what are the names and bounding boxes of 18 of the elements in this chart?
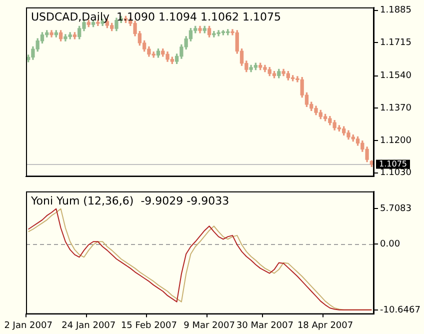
x-tick-label: 9 Mar 2007 — [184, 320, 235, 331]
chart-title: Yoni Yum (12,36,6) -9.9029 -9.9033 — [30, 194, 230, 208]
y-tick-label: 1.1715 — [380, 38, 412, 48]
y-tick-label: -10.6467 — [380, 305, 420, 316]
y-tick-label: 1.1200 — [380, 136, 412, 146]
x-tick-label: 18 Apr 2007 — [297, 320, 354, 331]
x-tick-label: 30 Mar 2007 — [236, 320, 294, 331]
chart-title: USDCAD,Daily 1.1090 1.1094 1.1062 1.1075 — [31, 10, 281, 24]
y-tick-label: 0.00 — [380, 239, 400, 250]
y-tick-label: 5.7083 — [380, 204, 412, 214]
x-tick-label: 24 Jan 2007 — [62, 320, 116, 331]
y-tick-label: 1.1885 — [380, 6, 412, 16]
y-tick-label: 1.1030 — [380, 168, 412, 178]
x-tick-label: 2 Jan 2007 — [4, 320, 52, 331]
y-tick-label: 1.1370 — [380, 104, 412, 114]
ref-line-label: 1.1075 — [379, 159, 407, 168]
y-tick-label: 1.1540 — [380, 71, 412, 82]
x-tick-label: 15 Feb 2007 — [120, 320, 177, 331]
